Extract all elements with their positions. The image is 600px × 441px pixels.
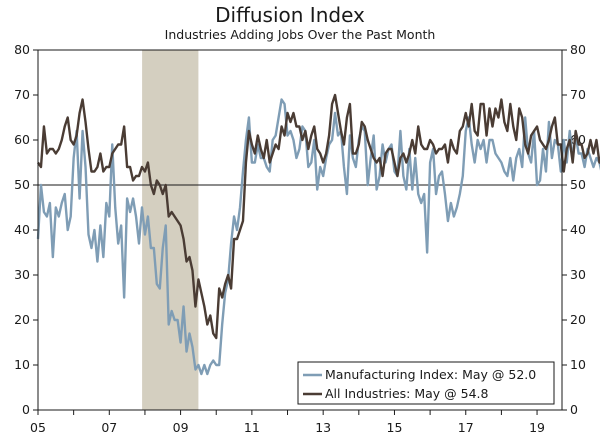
y-tick-label-right: 30 [570,267,586,282]
x-tick-label: 15 [387,420,403,435]
x-tick-label: 19 [529,420,545,435]
chart-subtitle: Industries Adding Jobs Over the Past Mon… [165,27,436,42]
legend-label-manufacturing: Manufacturing Index: May @ 52.0 [325,367,536,382]
y-tick-label-left: 20 [14,312,30,327]
x-tick-label: 07 [101,420,117,435]
x-tick-label: 05 [30,420,46,435]
y-tick-label-left: 60 [14,132,30,147]
y-tick-label-right: 40 [570,222,586,237]
x-tick-label: 13 [315,420,331,435]
chart-title: Diffusion Index [215,3,365,27]
y-tick-label-right: 0 [570,402,578,417]
y-tick-label-left: 30 [14,267,30,282]
x-tick-label: 09 [173,420,189,435]
y-axis-left: 0 10 20 30 40 50 60 70 80 [14,42,38,417]
legend: Manufacturing Index: May @ 52.0 All Indu… [297,361,555,405]
y-tick-label-left: 10 [14,357,30,372]
y-tick-label-right: 50 [570,177,586,192]
all-industries-line [36,93,600,340]
y-tick-label-right: 20 [570,312,586,327]
y-tick-label-left: 50 [14,177,30,192]
plot-frame [37,49,563,411]
y-tick-label-left: 80 [14,42,30,57]
x-tick-label: 17 [458,420,474,435]
y-tick-label-right: 80 [570,42,586,57]
manufacturing-index-line [36,98,600,376]
y-tick-label-left: 40 [14,222,30,237]
legend-label-all-industries: All Industries: May @ 54.8 [325,386,489,401]
legend-box [297,361,555,405]
y-tick-label-left: 70 [14,87,30,102]
x-axis: 05 07 09 11 13 15 17 19 [30,410,545,435]
x-tick-label: 11 [244,420,260,435]
y-tick-label-right: 70 [570,87,586,102]
y-tick-label-right: 10 [570,357,586,372]
recession-shading [142,50,199,410]
y-tick-label-left: 0 [22,402,30,417]
